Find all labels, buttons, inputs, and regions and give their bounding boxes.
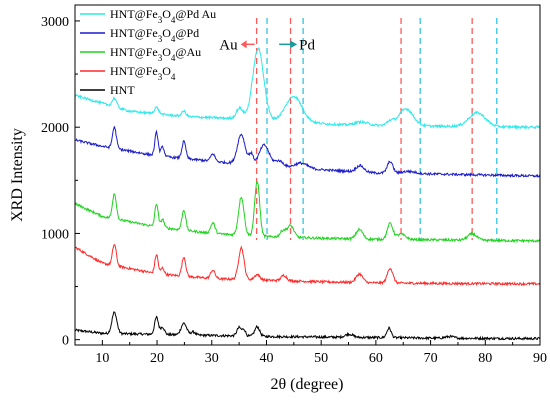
legend-item: HNT <box>80 83 135 97</box>
peak-annotations: Au Pd <box>219 37 315 53</box>
y-tick-label: 0 <box>62 334 69 349</box>
series-layer <box>74 46 541 341</box>
x-tick-label: 90 <box>533 351 547 366</box>
legend-item: HNT@Fe3O4@Pd Au <box>80 7 216 25</box>
x-tick-label: 80 <box>478 351 492 366</box>
legend: HNT@Fe3O4@Pd AuHNT@Fe3O4@PdHNT@Fe3O4@AuH… <box>80 7 216 97</box>
pd-arrowhead <box>290 40 298 49</box>
series-line-1 <box>74 243 541 287</box>
y-axis-label: XRD Intensity <box>9 128 26 222</box>
x-tick-label: 60 <box>369 351 383 366</box>
x-tick-label: 40 <box>259 351 273 366</box>
legend-label: HNT@Fe3O4@Pd Au <box>110 7 216 25</box>
x-axis-ticks: 10 20 30 40 50 60 70 80 90 <box>74 340 547 366</box>
x-tick-label: 70 <box>424 351 438 366</box>
series-line-4 <box>74 46 541 130</box>
x-tick-label: 30 <box>205 351 219 366</box>
legend-item: HNT@Fe3O4 <box>80 64 176 82</box>
series-line-3 <box>74 126 541 179</box>
series-line-0 <box>74 311 541 341</box>
x-tick-label: 20 <box>150 351 164 366</box>
y-axis-ticks: 0 1000 2000 3000 <box>41 15 80 349</box>
au-annotation-label: Au <box>219 37 238 53</box>
legend-label: HNT@Fe3O4@Pd <box>110 26 199 44</box>
legend-label: HNT <box>110 83 135 97</box>
reference-lines <box>255 18 498 240</box>
x-tick-label: 10 <box>95 351 109 366</box>
au-arrowhead <box>240 40 247 49</box>
pd-annotation-label: Pd <box>299 37 315 53</box>
legend-item: HNT@Fe3O4@Pd <box>80 26 199 44</box>
x-axis-label: 2θ (degree) <box>271 376 344 393</box>
legend-label: HNT@Fe3O4@Au <box>110 45 201 63</box>
y-tick-label: 2000 <box>41 121 69 136</box>
series-line-2 <box>74 180 541 244</box>
x-tick-label: 50 <box>314 351 328 366</box>
y-tick-label: 3000 <box>41 15 69 30</box>
y-tick-label: 1000 <box>41 227 69 242</box>
legend-item: HNT@Fe3O4@Au <box>80 45 201 63</box>
legend-label: HNT@Fe3O4 <box>110 64 176 82</box>
plot-frame <box>74 4 541 346</box>
